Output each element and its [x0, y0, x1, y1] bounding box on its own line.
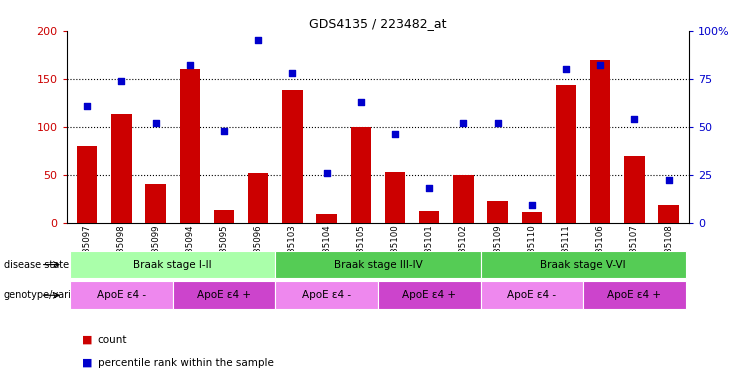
Point — [184, 62, 196, 68]
Point — [218, 127, 230, 134]
Bar — [145, 184, 166, 223]
Point — [389, 131, 401, 137]
Text: ■: ■ — [82, 358, 92, 368]
Text: ApoE ε4 +: ApoE ε4 + — [197, 290, 251, 300]
Bar — [549, 31, 583, 223]
Bar — [207, 31, 241, 223]
Bar — [453, 175, 473, 223]
Bar — [488, 200, 508, 223]
Point — [560, 66, 572, 72]
Bar — [111, 114, 132, 223]
Title: GDS4135 / 223482_at: GDS4135 / 223482_at — [309, 17, 447, 30]
Bar — [378, 31, 412, 223]
Text: count: count — [98, 335, 127, 345]
Bar — [70, 31, 104, 223]
Point — [526, 202, 538, 209]
Text: percentile rank within the sample: percentile rank within the sample — [98, 358, 273, 368]
Bar — [350, 127, 371, 223]
Text: Braak stage I-II: Braak stage I-II — [133, 260, 212, 270]
Bar — [556, 86, 576, 223]
Bar — [658, 205, 679, 223]
Bar — [480, 31, 515, 223]
Bar — [310, 31, 344, 223]
Bar — [412, 31, 446, 223]
Point — [457, 120, 469, 126]
Text: genotype/variation: genotype/variation — [4, 290, 96, 300]
Bar — [651, 31, 685, 223]
Bar — [173, 31, 207, 223]
Bar — [617, 31, 651, 223]
Text: ■: ■ — [82, 335, 92, 345]
Bar — [385, 172, 405, 223]
Text: disease state: disease state — [4, 260, 69, 270]
Bar — [241, 31, 276, 223]
Bar — [282, 90, 302, 223]
Text: ApoE ε4 -: ApoE ε4 - — [508, 290, 556, 300]
Bar — [624, 156, 645, 223]
Bar — [179, 69, 200, 223]
Bar — [446, 31, 480, 223]
Point — [594, 62, 606, 68]
Text: ApoE ε4 +: ApoE ε4 + — [608, 290, 662, 300]
Point — [287, 70, 299, 76]
Point — [662, 177, 674, 184]
Text: ApoE ε4 -: ApoE ε4 - — [97, 290, 146, 300]
Point — [82, 103, 93, 109]
Text: ApoE ε4 -: ApoE ε4 - — [302, 290, 351, 300]
Bar — [522, 212, 542, 223]
Bar — [213, 210, 234, 223]
Text: Braak stage III-IV: Braak stage III-IV — [333, 260, 422, 270]
Bar — [316, 214, 337, 223]
Bar — [344, 31, 378, 223]
Point — [321, 170, 333, 176]
Bar — [139, 31, 173, 223]
Bar — [515, 31, 549, 223]
Point — [150, 120, 162, 126]
Point — [423, 185, 435, 191]
Point — [252, 37, 264, 43]
Text: Braak stage V-VI: Braak stage V-VI — [540, 260, 626, 270]
Text: ApoE ε4 +: ApoE ε4 + — [402, 290, 456, 300]
Bar — [583, 31, 617, 223]
Point — [492, 120, 504, 126]
Bar — [248, 173, 268, 223]
Bar — [419, 211, 439, 223]
Point — [116, 78, 127, 84]
Bar — [276, 31, 310, 223]
Bar — [77, 146, 98, 223]
Bar — [104, 31, 139, 223]
Bar — [590, 60, 611, 223]
Point — [628, 116, 640, 122]
Point — [355, 99, 367, 105]
